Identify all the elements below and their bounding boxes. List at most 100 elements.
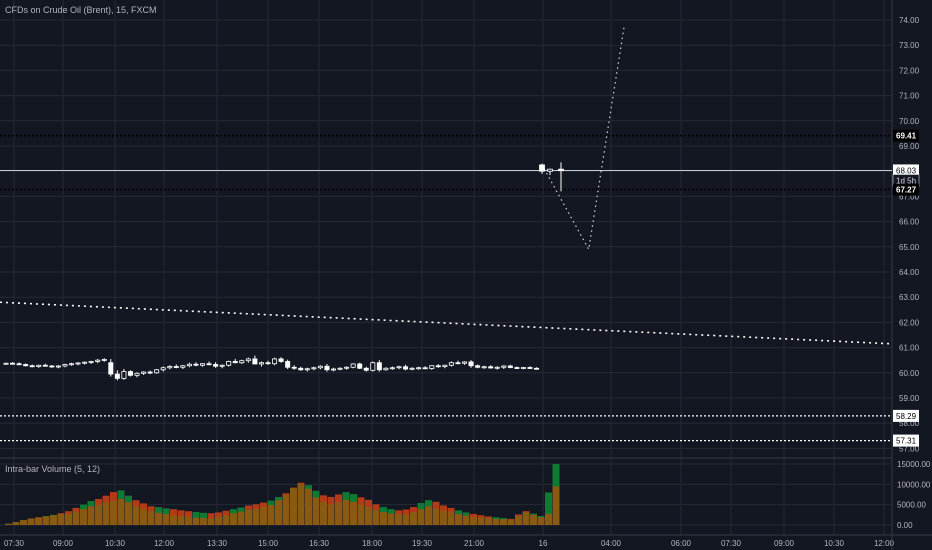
volume-bar-inner [432,508,440,525]
candle-body [199,363,205,366]
candle-body [304,368,310,371]
volume-bar-inner [200,518,207,525]
candle-body [317,365,323,369]
x-axis-tick-label: 21:00 [464,539,485,548]
volume-bar-inner [387,513,395,525]
volume-bar-inner [297,483,305,525]
candle-body [558,168,564,172]
volume-bar-inner [102,502,110,525]
price-axis-tag[interactable]: 67.27 [893,183,919,196]
price-tag-text: 58.29 [896,412,917,421]
candle-body [494,366,500,369]
volume-bar-inner [5,523,12,525]
volume-bar-inner [545,514,552,525]
candle-body [3,362,9,365]
candle-body [468,361,474,367]
price-axis-tick-label: 74.00 [899,16,920,25]
candle-body [141,371,147,374]
volume-bar-inner [522,511,530,525]
candle-body [95,359,101,362]
x-axis-tick-label: 12:00 [874,539,895,548]
volume-bar-inner [492,518,500,525]
candle-body [55,365,61,368]
candle-body [245,358,251,362]
volume-bar-inner [395,514,402,525]
projection-path-drawing[interactable] [543,24,625,252]
volume-bar-inner [20,520,27,525]
candle-body [42,364,48,367]
x-axis-tick-label: 06:00 [671,539,692,548]
candle-body [403,366,409,370]
volume-bar-inner [35,517,42,525]
x-axis-tick-label: 12:00 [154,539,175,548]
candle-body [539,164,545,172]
candle-body [193,363,199,366]
candle-body [547,168,553,172]
volume-bar-inner [507,519,515,525]
candle-body [363,367,369,371]
candle-body [49,365,55,368]
candle-body [416,367,422,370]
volume-bar-inner [117,498,125,525]
x-axis-tick-label: 07:30 [4,539,25,548]
trendline-drawing[interactable] [0,301,893,345]
symbol-legend[interactable]: CFDs on Crude Oil (Brent), 15, FXCM [5,5,157,15]
candle-body [186,363,192,367]
volume-bar-inner [50,515,57,525]
candle-body [10,362,16,365]
volume-indicator-legend[interactable]: Intra-bar Volume (5, 12) [5,464,101,474]
price-axis-tick-label: 63.00 [899,293,920,302]
price-tag-text: 68.03 [896,166,917,175]
volume-bar-inner [110,500,117,525]
price-axis-tick-label: 70.00 [899,117,920,126]
candle-body [180,365,186,368]
x-axis-tick-label: 09:00 [774,539,795,548]
price-axis-tick-label: 64.00 [899,268,920,277]
candle-body [134,372,140,376]
candle-body [527,367,533,369]
volume-bar-inner [515,516,522,525]
volume-bar-inner [305,488,312,525]
price-axis-tick-label: 73.00 [899,41,920,50]
volume-bar-inner [462,515,470,525]
candle-body [114,373,120,379]
volume-bar-inner [470,516,477,525]
volume-bar-inner [140,508,147,525]
price-axis-tag[interactable]: 69.41 [893,129,919,142]
x-axis-tick-label: 13:30 [207,539,228,548]
x-axis-tick-label: 10:30 [824,539,845,548]
x-axis-tick-label: 04:00 [601,539,622,548]
candle-body [383,367,389,371]
candle-body [226,361,232,366]
price-tag-box [893,129,919,142]
price-tag-text: 1d 5h [896,177,916,186]
volume-bar-inner [410,511,417,525]
volume-bar-inner [245,509,252,525]
volume-bar-inner [357,504,365,525]
volume-bar-inner [380,511,387,525]
volume-bar-inner [500,519,507,525]
x-axis-tick-label: 16:30 [309,539,330,548]
volume-bar-inner [455,514,462,525]
price-axis-tag[interactable]: 68.03 [893,164,919,177]
price-axis-tag[interactable]: 57.31 [893,434,919,447]
volume-bar-inner [125,502,132,525]
price-axis-tick-label: 67.00 [899,192,920,201]
x-axis-tick-label: 19:30 [412,539,433,548]
candle-body [448,362,454,366]
volume-bar-inner [267,505,275,525]
x-axis-tick-label: 09:00 [53,539,74,548]
price-axis-tag[interactable]: 58.29 [893,409,919,422]
candle-body [422,367,428,370]
volume-bar-inner [87,506,95,525]
candle-body [173,366,179,368]
candle-body [69,363,75,366]
candle-body [324,365,330,371]
candle-body [507,365,513,368]
volume-bar-inner [282,494,290,525]
volume-bar-inner [230,513,237,525]
candle-body [16,363,22,366]
volume-bar-inner [530,514,537,525]
